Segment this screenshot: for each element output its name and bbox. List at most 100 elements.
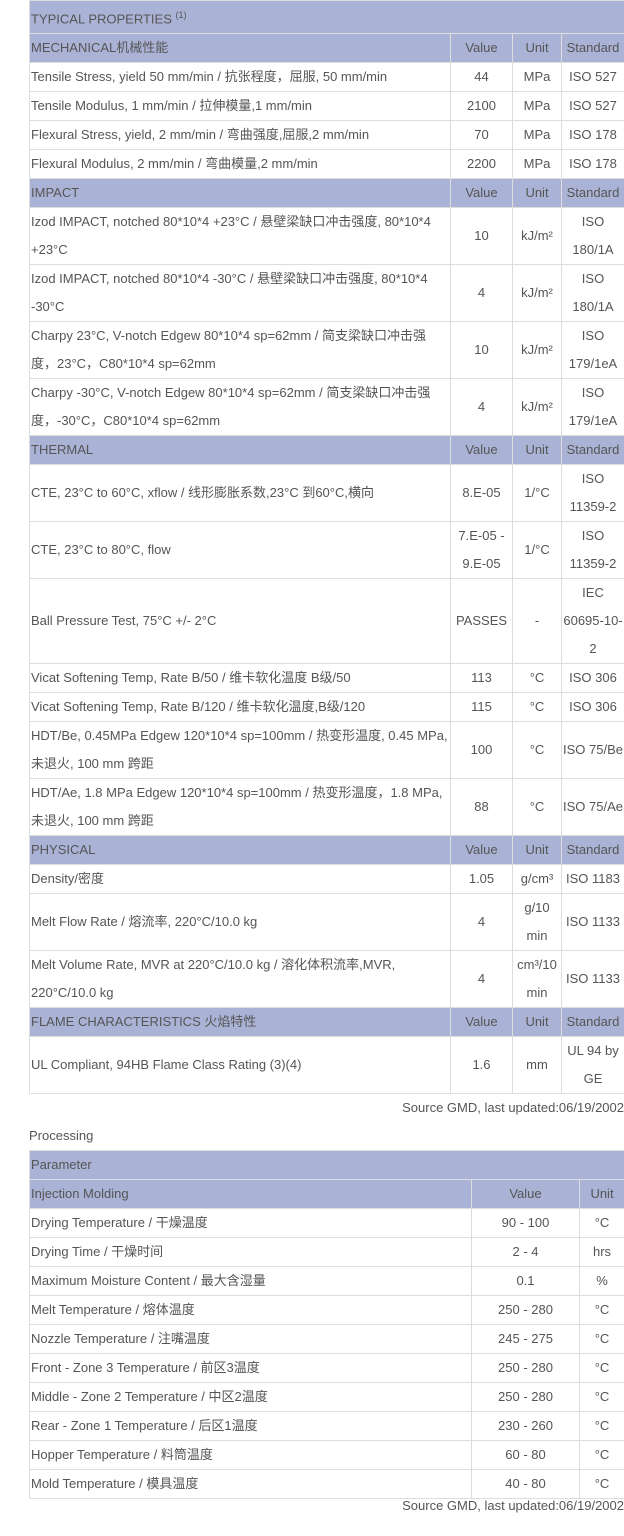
label-cell: HDT/Ae, 1.8 MPa Edgew 120*10*4 sp=100mm … — [29, 778, 451, 837]
source-note: Source GMD, last updated:06/19/2002 — [402, 1100, 624, 1116]
label-cell: CTE, 23°C to 80°C, flow — [29, 521, 451, 580]
property-row: HDT/Be, 0.45MPa Edgew 120*10*4 sp=100mm … — [29, 721, 624, 780]
title-text: TYPICAL PROPERTIES — [31, 11, 172, 27]
label-cell: Charpy 23°C, V-notch Edgew 80*10*4 sp=62… — [29, 321, 451, 380]
cell: ISO 527 — [561, 62, 624, 93]
label-cell: UL Compliant, 94HB Flame Class Rating (3… — [29, 1036, 451, 1095]
cell: °C — [512, 778, 562, 837]
label-cell: Density/密度 — [29, 864, 451, 895]
label-cell: Vicat Softening Temp, Rate B/50 / 维卡软化温度… — [29, 663, 451, 694]
cell: °C — [579, 1324, 624, 1355]
property-row: HDT/Ae, 1.8 MPa Edgew 120*10*4 sp=100mm … — [29, 778, 624, 837]
property-row: CTE, 23°C to 80°C, flow 7.E-05 - 9.E-05 1/… — [29, 521, 624, 580]
cell: MPa — [512, 149, 562, 180]
section-header: FLAME CHARACTERISTICS 火焰特性 Value Unit Stand… — [29, 1007, 624, 1038]
cell: 4 — [450, 950, 513, 1009]
processing-row: Mold Temperature / 模具温度 40 - 80 °C — [29, 1469, 624, 1500]
property-row: Tensile Stress, yield 50 mm/min / 抗张程度，屈… — [29, 62, 624, 93]
cell: 1.6 — [450, 1036, 513, 1095]
cell: cm³/10 min — [512, 950, 562, 1009]
cell: 7.E-05 - 9.E-05 — [450, 521, 513, 580]
cell: °C — [512, 721, 562, 780]
cell: 230 - 260 — [471, 1411, 580, 1442]
cell: °C — [579, 1208, 624, 1239]
property-row: Flexural Modulus, 2 mm/min / 弯曲模量,2 mm/m… — [29, 149, 624, 180]
label-cell: Izod IMPACT, notched 80*10*4 -30°C / 悬壁梁… — [29, 264, 451, 323]
cell: ISO 75/Ae — [561, 778, 624, 837]
cell: Value — [450, 835, 513, 866]
property-row: Density/密度 1.05 g/cm³ ISO 1183 — [29, 864, 624, 895]
cell: °C — [579, 1353, 624, 1384]
cell: °C — [512, 663, 562, 694]
cell: kJ/m² — [512, 378, 562, 437]
cell: ISO 180/1A — [561, 207, 624, 266]
label-cell: IMPACT — [29, 178, 451, 209]
processing-table: Parameter Injection Molding Value Unit Dryi… — [29, 1150, 624, 1500]
cell: 250 - 280 — [471, 1353, 580, 1384]
cell: % — [579, 1266, 624, 1297]
cell: UL 94 by GE — [561, 1036, 624, 1095]
cell: ISO 178 — [561, 149, 624, 180]
label-cell: Flexural Modulus, 2 mm/min / 弯曲模量,2 mm/m… — [29, 149, 451, 180]
cell: °C — [579, 1382, 624, 1413]
processing-row: Nozzle Temperature / 注嘴温度 245 - 275 °C — [29, 1324, 624, 1355]
cell: 88 — [450, 778, 513, 837]
cell: Unit — [512, 435, 562, 466]
cell: Value — [450, 1007, 513, 1038]
cell: ISO 179/1eA — [561, 378, 624, 437]
cell: °C — [579, 1440, 624, 1471]
property-row: Melt Volume Rate, MVR at 220°C/10.0 kg /… — [29, 950, 624, 1009]
cell: Unit — [579, 1179, 624, 1210]
label-cell: PHYSICAL — [29, 835, 451, 866]
cell: ISO 11359-2 — [561, 521, 624, 580]
label-cell: Charpy -30°C, V-notch Edgew 80*10*4 sp=6… — [29, 378, 451, 437]
label-cell: Mold Temperature / 模具温度 — [29, 1469, 472, 1500]
cell: 70 — [450, 120, 513, 151]
cell: g/10 min — [512, 893, 562, 952]
label-cell: Melt Volume Rate, MVR at 220°C/10.0 kg /… — [29, 950, 451, 1009]
cell: ISO 1183 — [561, 864, 624, 895]
cell: 1.05 — [450, 864, 513, 895]
cell: kJ/m² — [512, 264, 562, 323]
cell: 115 — [450, 692, 513, 723]
cell: MPa — [512, 62, 562, 93]
section-header: PHYSICAL Value Unit Standard — [29, 835, 624, 866]
cell: ISO 75/Be — [561, 721, 624, 780]
table-caption: Parameter — [29, 1150, 624, 1181]
properties-table: TYPICAL PROPERTIES (1) MECHANICAL机械性能 Val… — [29, 0, 624, 1095]
cell: 44 — [450, 62, 513, 93]
label-cell: Nozzle Temperature / 注嘴温度 — [29, 1324, 472, 1355]
property-row: Flexural Stress, yield, 2 mm/min / 弯曲强度,… — [29, 120, 624, 151]
cell: ISO 306 — [561, 663, 624, 694]
cell: 2200 — [450, 149, 513, 180]
property-row: Izod IMPACT, notched 80*10*4 +23°C / 悬壁梁… — [29, 207, 624, 266]
cell: ISO 1133 — [561, 950, 624, 1009]
cell: Standard — [561, 435, 624, 466]
property-row: UL Compliant, 94HB Flame Class Rating (3… — [29, 1036, 624, 1095]
cell: hrs — [579, 1237, 624, 1268]
cell: kJ/m² — [512, 207, 562, 266]
label-cell: Melt Flow Rate / 熔流率, 220°C/10.0 kg — [29, 893, 451, 952]
cell: ISO 527 — [561, 91, 624, 122]
property-row: Melt Flow Rate / 熔流率, 220°C/10.0 kg 4 g/10… — [29, 893, 624, 952]
processing-row: Rear - Zone 1 Temperature / 后区1温度 230 - 2… — [29, 1411, 624, 1442]
cell: MPa — [512, 120, 562, 151]
processing-row: Drying Temperature / 干燥温度 90 - 100 °C — [29, 1208, 624, 1239]
label-cell: HDT/Be, 0.45MPa Edgew 120*10*4 sp=100mm … — [29, 721, 451, 780]
cell: 0.1 — [471, 1266, 580, 1297]
label-cell: Rear - Zone 1 Temperature / 后区1温度 — [29, 1411, 472, 1442]
cell: ISO 11359-2 — [561, 464, 624, 523]
cell: mm — [512, 1036, 562, 1095]
label-cell: Melt Temperature / 熔体温度 — [29, 1295, 472, 1326]
processing-row: Middle - Zone 2 Temperature / 中区2温度 250 -… — [29, 1382, 624, 1413]
cell: 60 - 80 — [471, 1440, 580, 1471]
cell: 250 - 280 — [471, 1295, 580, 1326]
property-row: Charpy -30°C, V-notch Edgew 80*10*4 sp=6… — [29, 378, 624, 437]
cell: 2100 — [450, 91, 513, 122]
title-note: (1) — [175, 10, 187, 20]
cell: °C — [579, 1411, 624, 1442]
cell: Value — [450, 33, 513, 64]
table-title: TYPICAL PROPERTIES (1) — [29, 0, 624, 35]
label-cell: MECHANICAL机械性能 — [29, 33, 451, 64]
label-cell: Middle - Zone 2 Temperature / 中区2温度 — [29, 1382, 472, 1413]
